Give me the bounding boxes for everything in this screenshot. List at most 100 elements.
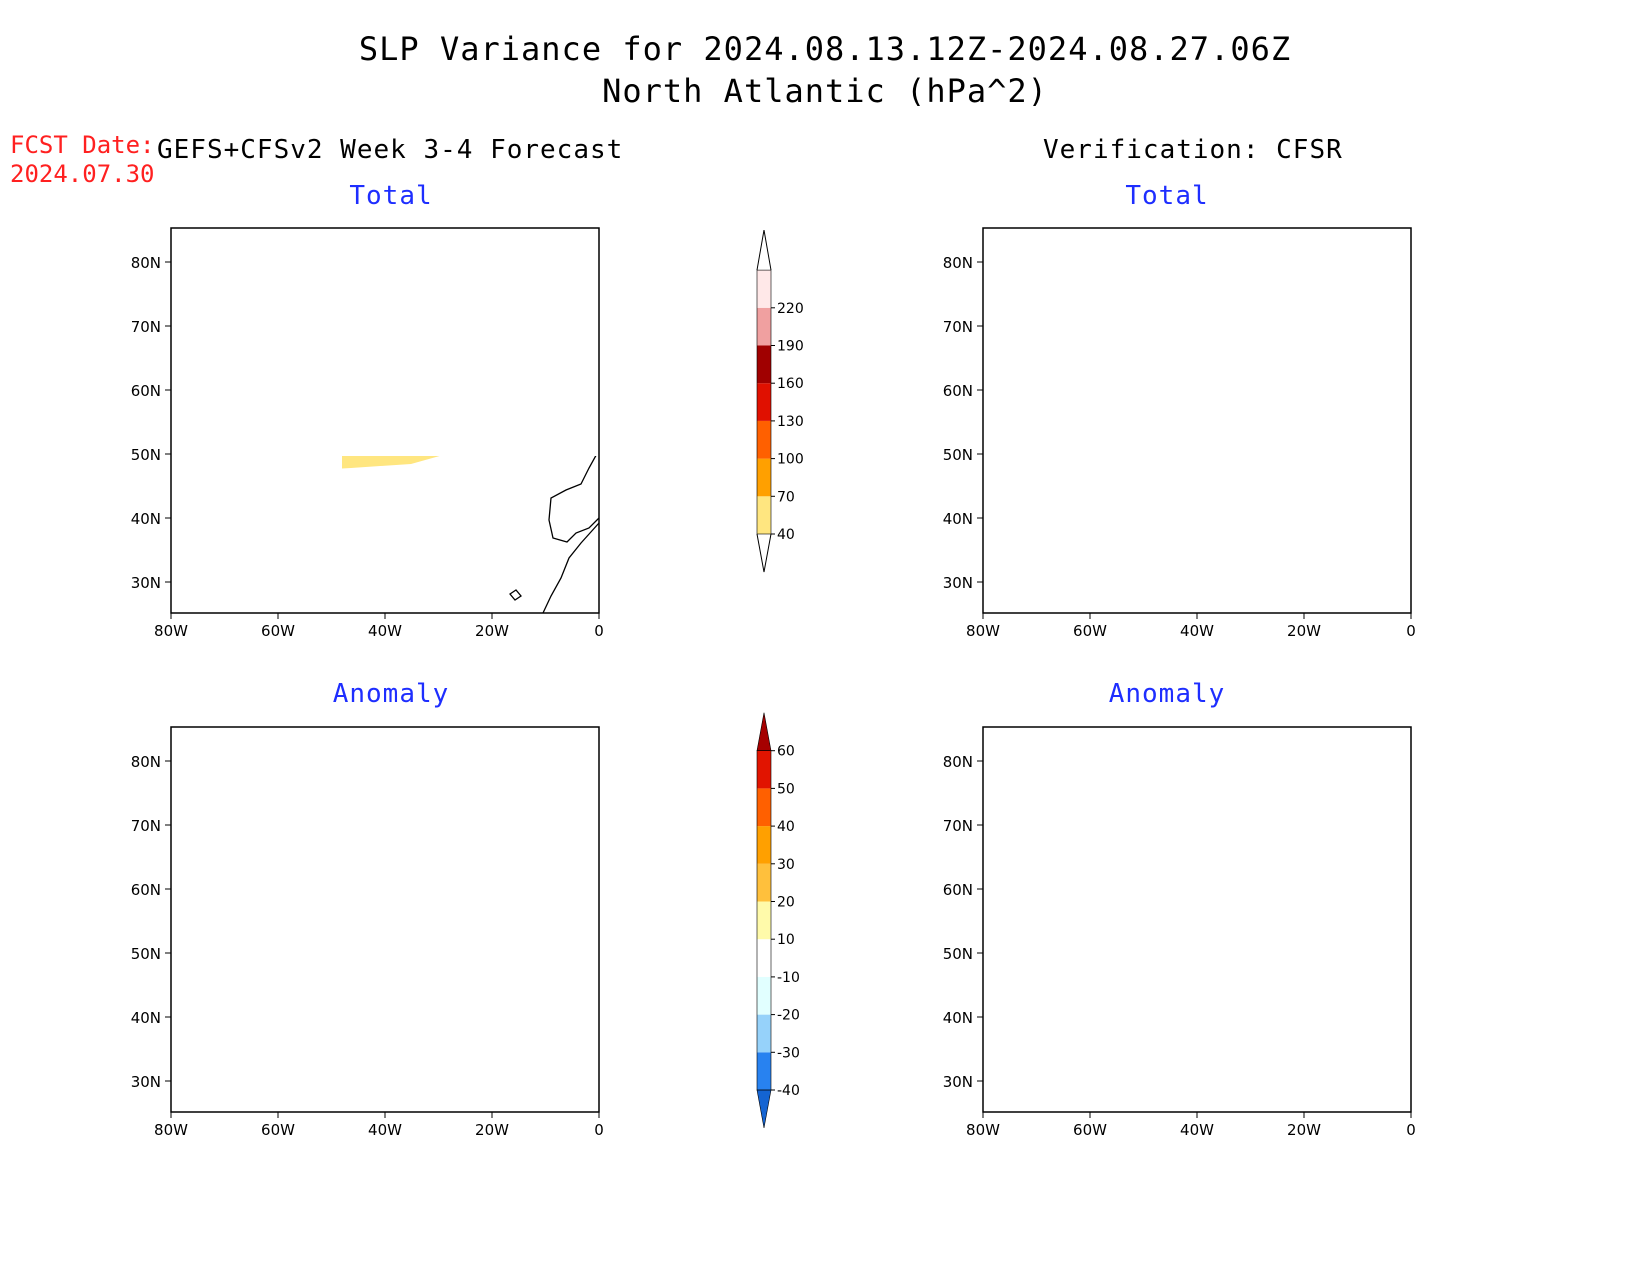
colorbar-anomaly-segment [757,1014,771,1053]
colorbar-anomaly-label: -30 [777,1045,800,1061]
colorbar-anomaly-label: 60 [777,744,795,760]
lat-label: 80N [131,254,161,272]
lat-label: 30N [943,1073,973,1091]
main-title: SLP Variance for 2024.08.13.12Z-2024.08.… [358,30,1292,68]
lon-label: 40W [1180,1121,1214,1139]
colorbar-anomaly-segment [757,901,771,940]
colorbar-anomaly-lower-arrow [756,1089,772,1129]
axes-layer: 80N 70N 60N 50N 40N 30N 80W 60W 40W 20W 0 80N 70N 60N… [131,254,1416,1139]
lat-label: 80N [943,753,973,771]
verif-anomaly-minus10-band [983,762,1328,937]
lat-label: 40N [943,1009,973,1027]
colorbar-total-segment [757,345,771,384]
lon-label: 20W [475,1121,509,1139]
colorbar-anomaly-label: 30 [777,857,795,873]
colorbar-total-label: 40 [777,527,795,543]
lat-label: 40N [131,1009,161,1027]
lon-label: 60W [261,622,295,640]
colorbar-anomaly-segment [757,863,771,902]
verif-total-shade-arctic [983,228,1258,244]
main-subtitle: North Atlantic (hPa^2) [602,72,1048,110]
lon-label: 80W [966,622,1000,640]
lat-label: 60N [943,382,973,400]
verification-total-title: Total [1125,181,1209,211]
lat-label: 60N [131,881,161,899]
colorbar-total: 40 70 100 130 160 190 220 [756,230,804,573]
lat-label: 30N [131,1073,161,1091]
colorbar-anomaly-label: 50 [777,781,795,797]
colorbar-total-label: 130 [777,414,804,430]
lat-label: 40N [943,510,973,528]
colorbar-total-segment [757,420,771,459]
colorbar-anomaly-label: -20 [777,1008,800,1024]
lat-label: 50N [943,945,973,963]
forecast-anomaly-map [170,726,600,1113]
colorbar-total-label: 70 [777,489,795,505]
lon-label: 40W [368,622,402,640]
colorbar-total-label: 220 [777,301,804,317]
lat-label: 60N [131,382,161,400]
fcst-date-label: FCST Date: [10,131,155,159]
forecast-anomaly-title: Anomaly [332,679,450,709]
verif-anomaly-40-50-band [1383,783,1411,822]
colorbar-anomaly-label: -10 [777,970,800,986]
forecast-column-title: GEFS+CFSv2 Week 3-4 Forecast [157,135,624,165]
lat-label: 80N [131,753,161,771]
lon-label: 0 [1406,1121,1416,1139]
forecast-total-title: Total [349,181,433,211]
colorbar-anomaly-label: 20 [777,895,795,911]
lat-label: 70N [131,318,161,336]
lat-label: 50N [131,945,161,963]
lat-label: 30N [131,574,161,592]
lon-label: 0 [594,1121,604,1139]
verification-anomaly-title: Anomaly [1108,679,1226,709]
verif-total-shade-west [983,356,1143,528]
lon-label: 40W [368,1121,402,1139]
colorbar-anomaly-segment [757,826,771,864]
colorbar-anomaly-label: -40 [777,1083,800,1099]
colorbar-total-label: 100 [777,452,804,468]
lon-label: 60W [1073,1121,1107,1139]
colorbar-total-label: 190 [777,339,804,355]
lon-label: 80W [154,1121,188,1139]
lat-label: 40N [131,510,161,528]
colorbar-total-segment [757,383,771,421]
colorbar-anomaly-segment [757,1052,771,1090]
lat-label: 70N [943,318,973,336]
verif-anomaly-minus30-band [1173,783,1203,797]
lat-label: 50N [131,446,161,464]
forecast-total-map [170,227,600,614]
colorbar-total-segment [757,270,771,308]
verif-total-shade-70-100-b [1388,286,1411,328]
verification-anomaly-map [982,726,1412,1113]
colorbar-anomaly: -40 -30 -20 -10 10 20 30 40 50 60 [756,712,800,1129]
colorbar-total-segment [757,496,771,534]
lat-label: 50N [943,446,973,464]
lon-label: 20W [1287,1121,1321,1139]
lon-label: 20W [1287,622,1321,640]
colorbar-anomaly-segment [757,788,771,827]
colorbar-anomaly-label: 40 [777,819,795,835]
lon-label: 20W [475,622,509,640]
colorbar-total-segment [757,458,771,497]
lat-label: 60N [943,881,973,899]
verif-anomaly-plume-10-20 [1023,957,1168,1112]
verif-anomaly-minus20-band [1138,767,1255,837]
lon-label: 0 [1406,622,1416,640]
colorbar-total-segment [757,307,771,346]
colorbar-anomaly-segment [757,939,771,977]
lon-label: 80W [966,1121,1000,1139]
lat-label: 70N [131,817,161,835]
colorbar-total-label: 160 [777,376,804,392]
colorbar-anomaly-segment [757,976,771,1015]
lon-label: 40W [1180,622,1214,640]
lon-label: 80W [154,622,188,640]
lat-label: 30N [943,574,973,592]
verif-total-shade-40-70 [983,268,1411,573]
lon-label: 60W [1073,622,1107,640]
verif-total-shade-70-100-c [983,368,993,398]
forecast-anomaly-shade-10-20 [421,823,599,907]
verif-anomaly-east-10-20 [1268,767,1411,895]
verif-anomaly-50-60-band [1401,789,1411,815]
